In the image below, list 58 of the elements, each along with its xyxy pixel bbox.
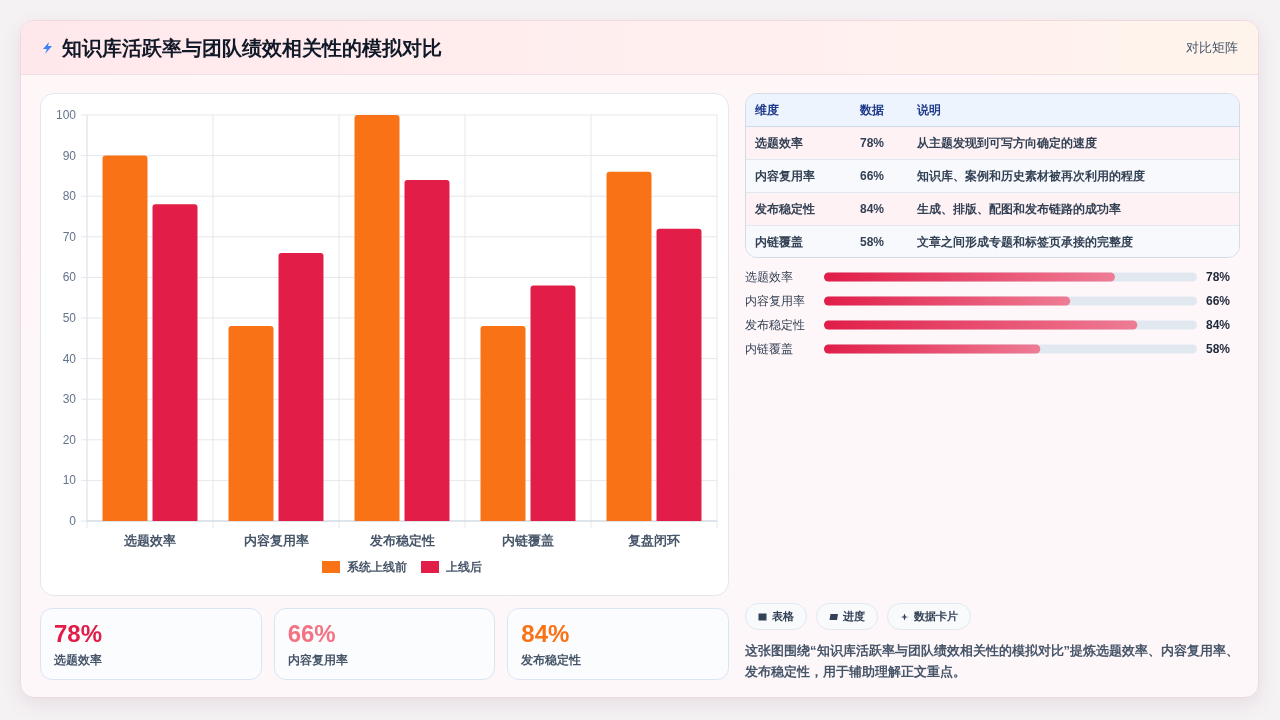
text: 生成、排版、配图和发布链路的成功率 [917,201,1121,218]
text: 从主题发现到可写方向确定的速度 [917,135,1097,152]
bar [530,285,576,521]
text: 对比矩阵 [1186,39,1238,57]
bar [228,326,274,521]
category-label: 表格 [772,609,794,624]
y-tick-label: 50 [62,311,77,325]
category-label: 进度 [843,609,865,624]
text: 66% [860,169,885,183]
y-tick-label: 90 [62,148,77,163]
text: 66% [287,620,336,647]
bar [606,171,652,521]
y-tick-label: 20 [62,432,77,447]
text: 维度 [755,102,779,119]
bar [152,204,198,521]
y-tick-label: 70 [62,229,77,244]
bar [102,155,148,521]
legend-label: 上线后 [445,560,482,574]
text: 78% [54,620,103,647]
y-tick-label: 100 [55,108,77,122]
text: 说明 [917,102,941,119]
x-tick-label: 内容复用率 [243,532,309,548]
data-label: 66% [1205,294,1231,308]
y-tick-label: 10 [62,473,77,488]
text: 数据 [860,102,884,119]
x-tick-label: 发布稳定性 [368,532,435,548]
bar [354,115,400,521]
category-label: 内容复用率 [287,652,348,669]
y-tick-label: 80 [62,189,77,204]
category-label: 发布稳定性 [521,652,582,669]
data-label: 84% [1205,318,1231,332]
y-tick-label: 0 [69,514,77,528]
data-label: 78% [1205,270,1231,284]
y-tick-label: 30 [62,392,77,407]
y-tick-label: 发布稳定性 [745,318,805,332]
x-tick-label: 内链覆盖 [502,532,554,548]
text: 这张图围绕“知识库活跃率与团队绩效相关性的模拟对比”提炼选题效率、内容复用率、发布稳定性，用于辅助理解正文重点。 [745,642,1240,681]
y-tick-label: 选题效率 [745,270,793,284]
data-label: 58% [1205,342,1231,356]
x-tick-label: 选题效率 [123,532,176,548]
text: 文章之间形成专题和标签页承接的完整度 [917,234,1133,251]
y-tick-label: 60 [62,270,77,285]
chart-title: 知识库活跃率与团队绩效相关性的模拟对比 [62,36,442,61]
text: 知识库、案例和历史素材被再次利用的程度 [917,168,1145,185]
x-tick-label: 复盘闭环 [627,532,680,548]
bar [480,326,526,521]
legend-label: 系统上线前 [346,560,407,574]
text: 78% [860,136,885,150]
category-label: 数据卡片 [914,609,958,624]
text: 84% [521,620,570,647]
bar [278,253,324,521]
bar [404,179,450,521]
y-tick-label: 内容复用率 [745,294,805,308]
y-tick-label: 内链覆盖 [745,342,793,356]
y-tick-label: 40 [62,351,77,366]
text: 58% [860,235,885,249]
bar [656,228,702,521]
text: 84% [860,202,885,216]
